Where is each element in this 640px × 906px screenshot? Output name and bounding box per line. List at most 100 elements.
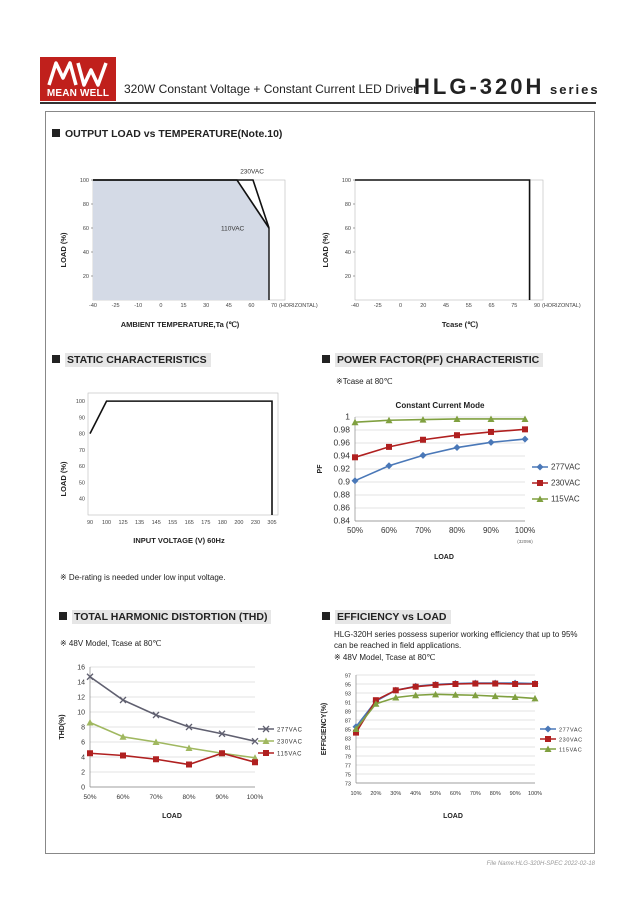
legend-label-0: 277VAC: [559, 728, 583, 734]
x-tick-label: 90%: [510, 791, 521, 797]
x-tick-label: 155: [168, 520, 177, 526]
x-tick-label: 230: [251, 520, 260, 526]
data-point: [452, 681, 459, 687]
section-pf: POWER FACTOR(PF) CHARACTERISTIC: [322, 353, 544, 367]
header-rule: [40, 102, 596, 104]
data-point: [351, 477, 359, 485]
x-tick-label: 125: [118, 520, 127, 526]
x-axis-label: AMBIENT TEMPERATURE,Ta (℃): [121, 320, 240, 329]
x-tick-label: 0: [159, 303, 162, 309]
data-point: [392, 687, 399, 694]
y-tick-label: 20: [345, 274, 351, 280]
y-tick-label: 91: [345, 701, 351, 707]
y-tick-label: 90: [79, 415, 85, 421]
y-tick-label: 16: [77, 665, 85, 672]
y-tick-label: 60: [83, 226, 89, 232]
label-110vac: 110VAC: [221, 225, 245, 232]
plot-frame: [87, 392, 279, 516]
document-title: 320W Constant Voltage + Constant Current…: [124, 82, 418, 96]
y-axis-label: LOAD (%): [59, 232, 68, 267]
x-tick-label: 100%: [515, 526, 535, 535]
data-point: [492, 680, 499, 687]
y-tick-label: 12: [77, 695, 85, 702]
x-tick-label: 70: [271, 303, 277, 309]
y-tick-label: 10: [77, 710, 85, 717]
data-point: [420, 436, 426, 443]
section-eff-title: EFFICIENCY vs LOAD: [335, 610, 451, 624]
x-tick-label: 20%: [370, 791, 381, 797]
y-tick-label: 50: [79, 480, 85, 486]
data-point: [251, 754, 259, 761]
x-tick-label: 50%: [83, 794, 96, 801]
eff-intro-line2: can be reached in field applications.: [334, 641, 462, 650]
data-point: [454, 432, 460, 439]
y-tick-label: 100: [342, 178, 351, 184]
y-axis-label: LOAD (%): [321, 232, 330, 267]
data-point: [352, 725, 360, 732]
x-tick-label: 100%: [247, 794, 264, 801]
y-tick-label: 2: [81, 770, 85, 777]
series-word: series: [550, 82, 600, 97]
series-line-1: [89, 721, 256, 759]
y-tick-label: 85: [345, 728, 351, 734]
y-tick-label: 93: [345, 692, 351, 698]
data-point: [119, 696, 127, 704]
y-tick-label: 80: [345, 202, 351, 208]
x-tick-label: 50%: [347, 526, 363, 535]
x-tick-label: 70%: [415, 526, 431, 535]
legend-label-2: 115VAC: [559, 748, 582, 754]
legend-marker-0: [536, 463, 544, 471]
pf-note: ※Tcase at 80℃: [336, 377, 393, 386]
x-tick-label: 175: [201, 520, 210, 526]
thd-chart: 0 2 4 6 8 10 12 14 16 50% 60% 70% 80% 90% 100% 277VAC 23…: [59, 665, 302, 821]
bullet-square-icon: [322, 355, 330, 363]
data-point: [488, 428, 494, 435]
section-eff: EFFICIENCY vs LOAD: [322, 610, 451, 624]
y-axis-label: PF: [317, 464, 324, 474]
section-static-title: STATIC CHARACTERISTICS: [65, 353, 211, 367]
y-tick-label: 77: [345, 764, 351, 770]
y-tick-label: 40: [79, 497, 85, 503]
data-point: [472, 680, 479, 687]
x-tick-label: 90: [534, 303, 540, 309]
eff-note: ※ 48V Model, Tcase at 80℃: [334, 653, 436, 662]
static-chart: 40 50 60 70 80 90 100 90 100 125 135 145 155 165 175 18…: [59, 392, 279, 545]
y-axis-label: EFFICIENCY(%): [321, 703, 328, 756]
y-tick-label: 4: [81, 755, 85, 762]
x-tick-label: 45: [443, 303, 449, 309]
data-point: [185, 744, 193, 751]
label-230vac: 230VAC: [240, 169, 264, 176]
x-note-label: (32096): [517, 539, 533, 544]
footer-file-name: File Name:HLG-320H-SPEC 2022-02-18: [486, 861, 595, 867]
x-tick-label: 30: [203, 303, 209, 309]
x-tick-label: 75: [511, 303, 517, 309]
data-point: [487, 415, 495, 422]
x-tick-label: 165: [185, 520, 194, 526]
x-tick-label: 15: [180, 303, 186, 309]
y-tick-label: 0.92: [333, 464, 350, 474]
logo-text: MEAN WELL: [46, 88, 110, 99]
x-tick-label: 100: [102, 520, 111, 526]
y-tick-label: 0.9: [338, 477, 350, 487]
derating-case-chart: 20 40 60 80 100 -40 -25 0 20 45 55 65 75 90 (HORIZONTA…: [321, 178, 581, 329]
y-tick-label: 0.86: [333, 503, 350, 513]
mw-logo-icon: [47, 61, 108, 87]
x-tick-label: -40: [89, 303, 97, 309]
x-tick-label: 60%: [450, 791, 461, 797]
data-point: [372, 700, 380, 707]
x-tick-label: 305: [267, 520, 276, 526]
mean-well-logo: MEAN WELL: [40, 57, 116, 101]
x-axis-label: LOAD: [443, 813, 463, 820]
series-name: HLG-320H: [414, 74, 545, 99]
derating-ambient-chart: 230VAC 110VAC 20 40 60 80 100 -40 -25 -10 0 15 30 45 6…: [59, 169, 318, 329]
y-tick-label: 40: [345, 250, 351, 256]
x-tick-label: -10: [134, 303, 142, 309]
y-tick-label: 97: [345, 674, 351, 680]
data-point: [119, 733, 127, 740]
series-line-2: [355, 693, 536, 730]
y-tick-label: 73: [345, 782, 351, 788]
y-tick-label: 100: [76, 399, 85, 405]
data-point: [386, 443, 392, 450]
static-line: [89, 400, 273, 515]
y-tick-label: 83: [345, 737, 351, 743]
